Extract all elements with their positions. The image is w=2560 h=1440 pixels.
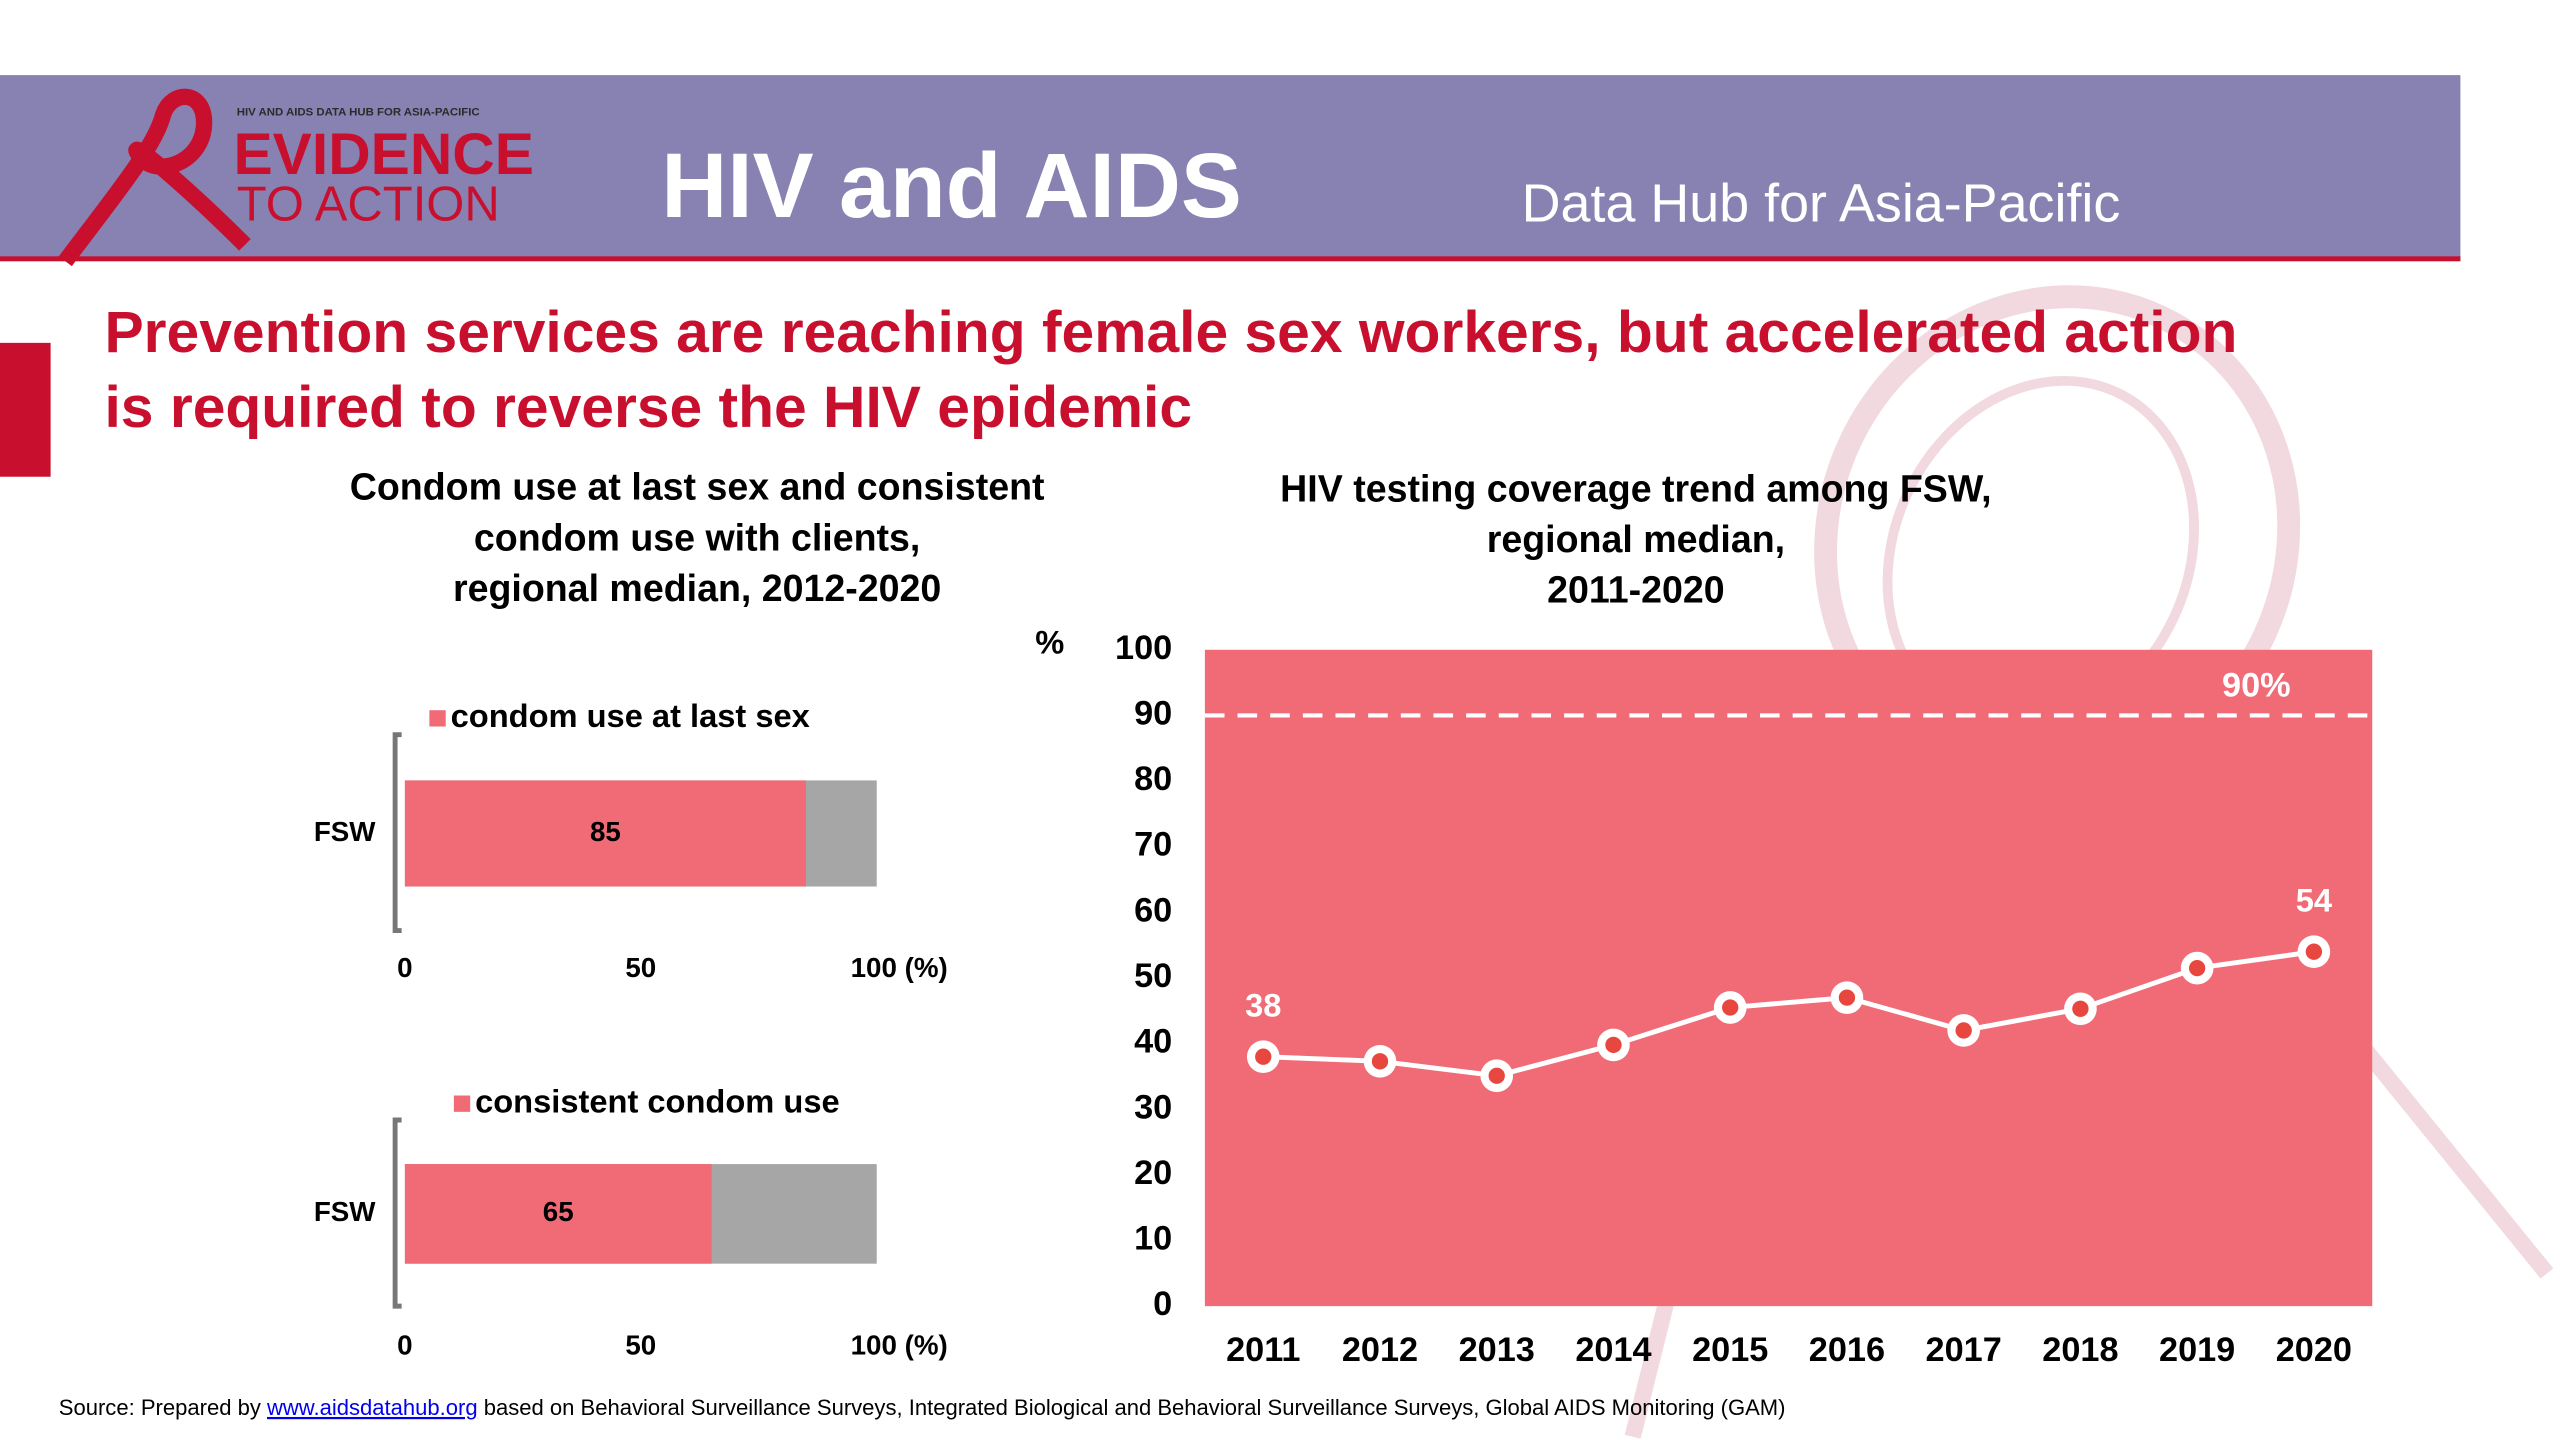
plot-area [1204, 649, 2373, 1307]
axis-bracket [392, 732, 402, 934]
y-tick-label: 0 [1153, 1285, 1172, 1323]
y-axis-label: % [1035, 624, 1064, 661]
logo-bottom: TO ACTION [237, 177, 500, 231]
source: Source: Prepared by www.aidsdatahub.org … [59, 1395, 1786, 1420]
axis-bracket [392, 1117, 402, 1309]
chart-title: 2011-2020 [1547, 569, 1725, 611]
point-center [1255, 1048, 1272, 1065]
headline: is required to reverse the HIV epidemic [104, 375, 1192, 440]
header-rule [0, 256, 2461, 262]
x-tick-label: 2016 [1809, 1331, 1885, 1369]
value-label: 38 [1245, 986, 1281, 1023]
chart-title: regional median, [1487, 518, 1785, 560]
point-center [1371, 1053, 1389, 1070]
x-tick-label: 2017 [1926, 1331, 2002, 1369]
source-prefix: Source: Prepared by [59, 1395, 261, 1420]
y-tick-label: 50 [1134, 957, 1172, 995]
legend-swatch [453, 1095, 471, 1112]
chart-title: HIV testing coverage trend among FSW, [1280, 467, 1991, 509]
value-label: 54 [2296, 881, 2332, 918]
x-tick-label: 2020 [2276, 1331, 2352, 1369]
header-subtitle: Data Hub for Asia-Pacific [1522, 174, 2121, 234]
accent-bar [0, 342, 51, 477]
x-tick-label: 2012 [1342, 1331, 1418, 1369]
y-tick-label: 90 [1134, 694, 1172, 732]
reference-label: 90% [2222, 667, 2291, 705]
series-line [1263, 949, 2315, 1079]
x-tick-label: 100 (%) [851, 1329, 948, 1360]
point-center [1605, 1036, 1622, 1054]
y-tick-label: 100 [1115, 629, 1172, 667]
point-center [2072, 1000, 2089, 1017]
x-tick-label: 2011 [1226, 1331, 1300, 1369]
headline: Prevention services are reaching female … [104, 300, 2237, 365]
y-tick-label: 30 [1134, 1088, 1172, 1126]
legend-swatch [429, 710, 446, 727]
panel-title: Condom use at last sex and consistent [350, 466, 1045, 508]
y-tick-label: 60 [1134, 891, 1172, 929]
point-center [1722, 999, 1739, 1016]
y-tick-label: FSW [314, 816, 376, 847]
value-label: 65 [543, 1196, 574, 1227]
logo-ribbon [58, 88, 251, 267]
y-tick-label: 80 [1134, 760, 1172, 798]
point-center [1838, 989, 1856, 1006]
x-tick-label: 2018 [2042, 1331, 2118, 1369]
source-suffix: based on Behavioral Surveillance Surveys… [484, 1395, 1786, 1420]
y-tick-label: 70 [1134, 826, 1172, 864]
x-tick-label: 0 [397, 952, 412, 983]
panel-title: condom use with clients, [474, 516, 920, 558]
point-center [1488, 1067, 1505, 1084]
point-center [1955, 1022, 1972, 1039]
y-tick-label: 40 [1134, 1023, 1172, 1061]
x-tick-label: 0 [397, 1329, 412, 1360]
y-tick-label: FSW [314, 1196, 376, 1227]
y-tick-label: 20 [1134, 1154, 1172, 1192]
x-tick-label: 50 [625, 952, 656, 983]
x-tick-label: 2015 [1692, 1331, 1768, 1369]
logo-small: HIV AND AIDS DATA HUB FOR ASIA-PACIFIC [237, 107, 480, 119]
bar [404, 780, 806, 887]
source-link[interactable]: www.aidsdatahub.org [266, 1395, 478, 1420]
panel-title: regional median, 2012-2020 [453, 567, 941, 609]
header-band [0, 75, 2461, 262]
logo-top: EVIDENCE [233, 122, 533, 187]
point-center [2188, 959, 2206, 977]
header-title: HIV and AIDS [661, 135, 1242, 237]
x-tick-label: 2019 [2159, 1331, 2235, 1369]
point-center [2305, 943, 2323, 960]
x-tick-label: 50 [625, 1329, 656, 1360]
legend-label: condom use at last sex [451, 697, 810, 734]
legend-label: consistent condom use [475, 1082, 840, 1119]
x-tick-label: 100 (%) [851, 952, 948, 983]
y-tick-label: 10 [1134, 1220, 1172, 1258]
bar [404, 1164, 712, 1264]
x-tick-label: 2013 [1459, 1331, 1535, 1369]
value-label: 85 [590, 816, 621, 847]
x-tick-label: 2014 [1575, 1331, 1651, 1369]
